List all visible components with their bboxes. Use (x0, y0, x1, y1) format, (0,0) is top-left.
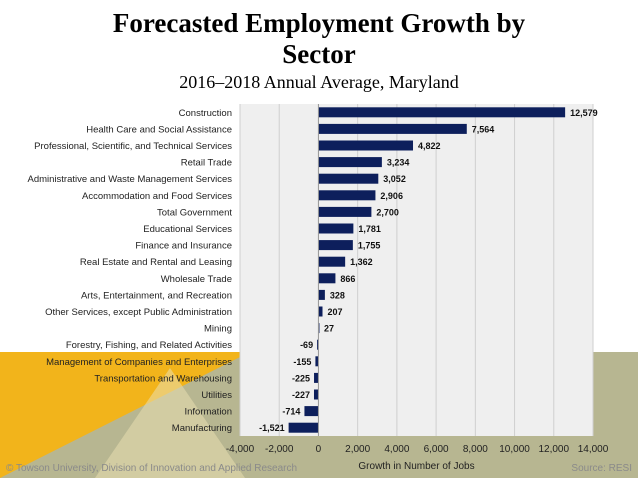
data-label: 3,234 (387, 158, 410, 168)
data-label: 4,822 (418, 141, 441, 151)
category-label: Transportation and Warehousing (94, 373, 232, 384)
data-label: 3,052 (383, 174, 406, 184)
chart-subtitle: 2016–2018 Annual Average, Maryland (179, 72, 459, 92)
chart-title: Forecasted Employment Growth by Sector (112, 8, 526, 69)
bar (318, 223, 354, 234)
category-label: Health Care and Social Assistance (86, 124, 232, 135)
category-label: Other Services, except Public Administra… (45, 307, 232, 318)
data-label: 1,362 (350, 257, 373, 267)
category-label: Utilities (201, 390, 232, 401)
x-tick-label: 4,000 (384, 444, 409, 455)
data-label: 866 (340, 274, 355, 284)
bar (318, 190, 376, 201)
bar (318, 306, 323, 317)
bar (314, 372, 319, 383)
category-label: Arts, Entertainment, and Recreation (81, 290, 232, 301)
x-tick-label: 10,000 (499, 444, 530, 455)
data-label: 27 (324, 324, 334, 334)
bar (318, 256, 346, 267)
bar (318, 206, 372, 217)
category-label: Real Estate and Rental and Leasing (80, 257, 232, 268)
x-tick-label: -2,000 (265, 444, 294, 455)
data-label: -69 (300, 340, 313, 350)
plot-area (240, 104, 593, 436)
category-label: Manufacturing (172, 423, 232, 434)
x-tick-label: 12,000 (538, 444, 569, 455)
category-label: Forestry, Fishing, and Related Activitie… (66, 340, 232, 351)
bar (318, 157, 382, 168)
x-tick-label: 6,000 (424, 444, 449, 455)
bar (318, 123, 467, 134)
category-label: Information (184, 407, 232, 418)
category-label: Accommodation and Food Services (82, 191, 232, 202)
data-label: -225 (292, 373, 310, 383)
bar (318, 140, 414, 151)
x-tick-label: 0 (316, 444, 322, 455)
data-label: -1,521 (259, 423, 285, 433)
data-label: 328 (330, 290, 345, 300)
bar (288, 422, 319, 433)
bar (304, 406, 319, 417)
bar (318, 273, 336, 284)
bar (315, 356, 319, 367)
category-label: Total Government (157, 207, 232, 218)
bar (318, 107, 566, 118)
data-label: 2,906 (380, 191, 403, 201)
category-label: Wholesale Trade (161, 274, 232, 285)
data-label: 1,781 (358, 224, 381, 234)
bar (318, 173, 379, 184)
category-label: Professional, Scientific, and Technical … (34, 141, 232, 152)
x-tick-label: 8,000 (463, 444, 488, 455)
footer-credit: © Towson University, Division of Innovat… (6, 463, 298, 474)
x-tick-label: 14,000 (578, 444, 609, 455)
data-label: 1,755 (358, 241, 381, 251)
x-tick-label: 2,000 (345, 444, 370, 455)
bar (318, 289, 325, 300)
light-triangle (95, 368, 245, 478)
data-label: -227 (292, 390, 310, 400)
data-label: 207 (328, 307, 343, 317)
bar (317, 339, 319, 350)
data-label: -155 (293, 357, 311, 367)
data-label: 2,700 (376, 207, 399, 217)
data-label: -714 (282, 407, 300, 417)
footer-source: Source: RESI (571, 463, 632, 474)
gold-triangle (0, 352, 250, 478)
category-label: Administrative and Waste Management Serv… (27, 174, 232, 185)
data-label: 12,579 (570, 108, 598, 118)
category-label: Construction (179, 108, 232, 119)
data-label: 7,564 (472, 124, 495, 134)
bar (318, 240, 353, 251)
x-axis-label: Growth in Number of Jobs (358, 461, 474, 472)
x-tick-label: -4,000 (226, 444, 255, 455)
category-label: Mining (204, 324, 232, 335)
bar (313, 389, 319, 400)
category-label: Retail Trade (181, 158, 232, 169)
category-label: Management of Companies and Enterprises (46, 357, 232, 368)
category-label: Finance and Insurance (135, 241, 232, 252)
category-label: Educational Services (143, 224, 232, 235)
